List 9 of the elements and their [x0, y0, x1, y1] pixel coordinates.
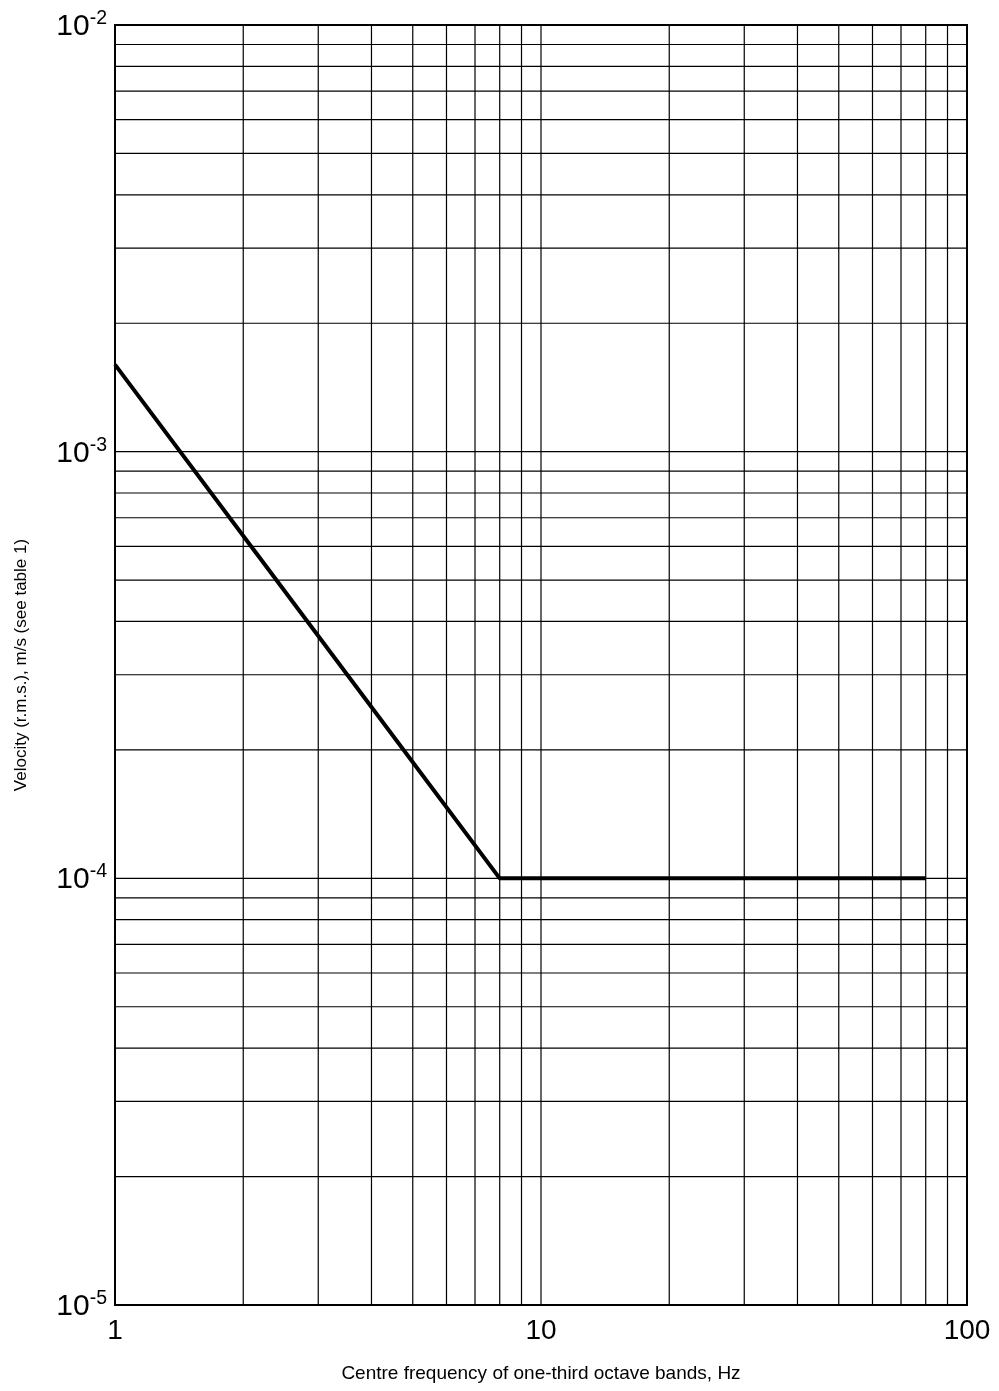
y-axis-title: Velocity (r.m.s.), m/s (see table 1)	[11, 538, 30, 792]
y-tick-label: 10$^{-3}$	[56, 432, 107, 468]
x-tick-label: 10	[525, 1314, 557, 1345]
y-tick-label: 10$^{-4}$	[56, 859, 108, 895]
y-tick-label: 10$^{-2}$	[56, 6, 107, 41]
x-tick-label: 1	[107, 1314, 123, 1345]
y-tick-label: 10$^{-5}$	[56, 1286, 108, 1321]
x-axis-title: Centre frequency of one-third octave bands, Hz	[341, 1362, 741, 1383]
x-tick-label: 100	[943, 1314, 991, 1345]
